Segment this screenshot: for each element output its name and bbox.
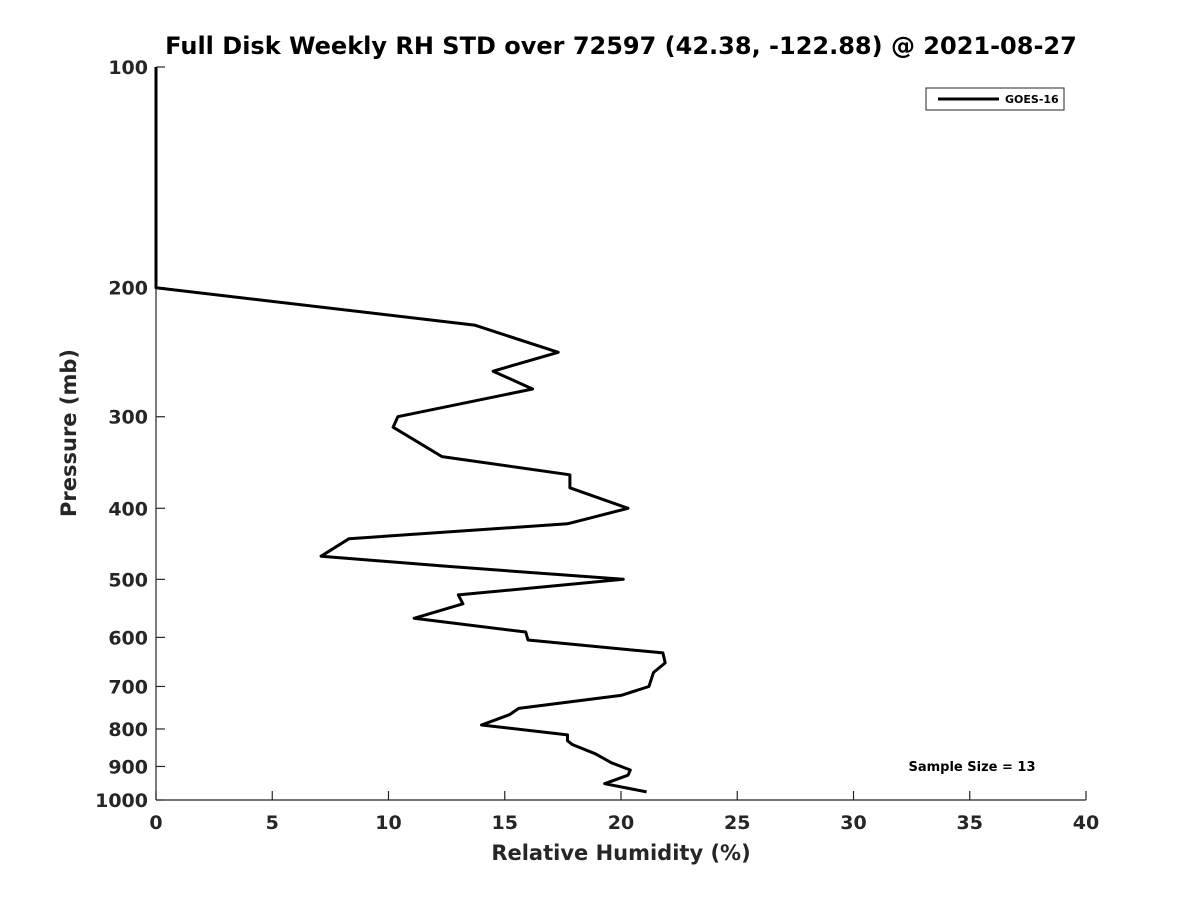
- legend-label-goes-16: GOES-16: [1005, 93, 1059, 106]
- series-line-goes-16: [154, 67, 667, 794]
- y-axis-label: Pressure (mb): [57, 349, 81, 517]
- x-tick-label: 10: [375, 812, 401, 834]
- x-tick-label: 15: [492, 812, 518, 834]
- sample-size-annotation: Sample Size = 13: [908, 760, 1035, 775]
- x-ticks: 0 5 10 15 20 25 30 35 40: [149, 791, 1099, 834]
- x-tick-label: 5: [266, 812, 279, 834]
- x-axis-label: Relative Humidity (%): [491, 841, 750, 865]
- y-ticks: 100 200 300 400 500 600 700 800 900 1000: [95, 57, 165, 812]
- y-tick-label: 800: [108, 719, 148, 741]
- x-tick-label: 35: [957, 812, 983, 834]
- y-tick-label: 600: [108, 627, 148, 649]
- series-layer: [154, 67, 667, 794]
- y-tick-label: 700: [108, 676, 148, 698]
- x-tick-label: 20: [608, 812, 634, 834]
- y-tick-label: 400: [108, 498, 148, 520]
- y-tick-label: 1000: [95, 790, 148, 812]
- x-tick-label: 30: [840, 812, 866, 834]
- chart-title: Full Disk Weekly RH STD over 72597 (42.3…: [165, 32, 1077, 60]
- y-tick-label: 500: [108, 569, 148, 591]
- y-tick-label: 100: [108, 57, 148, 79]
- y-tick-label: 300: [108, 407, 148, 429]
- y-tick-label: 900: [108, 756, 148, 778]
- axes: [155, 67, 1086, 801]
- x-tick-label: 25: [724, 812, 750, 834]
- x-tick-label: 40: [1073, 812, 1099, 834]
- y-tick-label: 200: [108, 278, 148, 300]
- legend: GOES-16: [925, 87, 1065, 111]
- x-tick-label: 0: [149, 812, 162, 834]
